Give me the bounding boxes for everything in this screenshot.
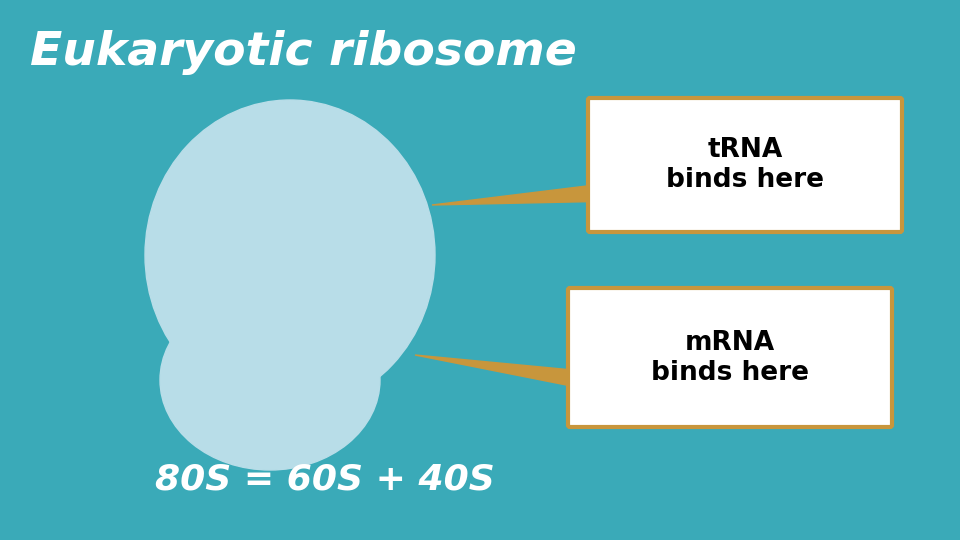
Polygon shape [415,355,570,386]
Text: Eukaryotic ribosome: Eukaryotic ribosome [30,30,577,75]
Ellipse shape [145,100,435,410]
Text: tRNA
binds here: tRNA binds here [666,137,824,193]
Text: mRNA
binds here: mRNA binds here [651,329,809,386]
Ellipse shape [160,290,380,470]
FancyBboxPatch shape [588,98,902,232]
Text: 80S = 60S + 40S: 80S = 60S + 40S [155,463,494,497]
Polygon shape [432,186,590,205]
FancyBboxPatch shape [568,288,892,427]
